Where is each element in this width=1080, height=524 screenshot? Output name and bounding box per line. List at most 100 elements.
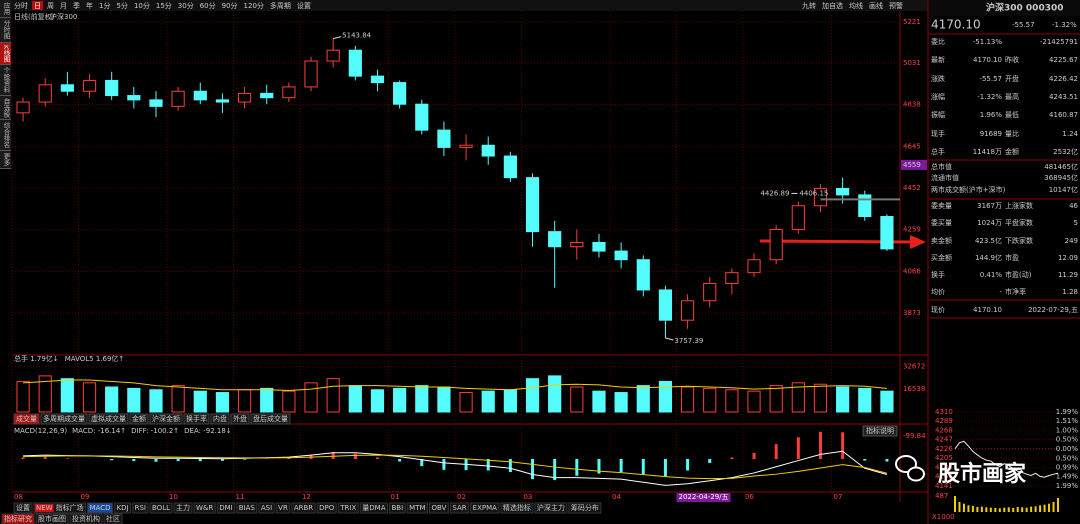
help-button bbox=[862, 425, 898, 437]
period-tab[interactable]: 多周期 bbox=[270, 1, 291, 10]
candle-body bbox=[437, 129, 451, 148]
quote-label: 市净率 bbox=[1005, 287, 1026, 296]
period-tab[interactable]: 分时 bbox=[14, 1, 28, 10]
y-tick-label: 4066 bbox=[903, 267, 921, 275]
indicator-tab[interactable]: MTM bbox=[409, 504, 425, 512]
indicator-tab[interactable]: ARBR bbox=[294, 504, 313, 512]
indicator-tab[interactable]: 设置 bbox=[16, 503, 30, 512]
period-tab[interactable]: 周 bbox=[47, 2, 54, 10]
quote-value: 3167万 bbox=[977, 202, 1002, 210]
volume-tab[interactable]: 金额 bbox=[132, 414, 146, 423]
side-tab[interactable]: K线图 bbox=[0, 42, 11, 65]
volume-tab[interactable]: 多周期成交量 bbox=[43, 414, 85, 423]
watermark: 股市画家 bbox=[938, 461, 1027, 487]
quote-value: 1024万 bbox=[977, 219, 1002, 227]
volume-bar bbox=[282, 390, 296, 413]
indicator-tab[interactable]: KDJ bbox=[117, 504, 129, 512]
indicator-tab[interactable]: TRIX bbox=[339, 504, 356, 512]
indicator-tab[interactable]: DMI bbox=[219, 504, 233, 512]
volume-tab[interactable]: 沪深金额 bbox=[152, 414, 180, 423]
period-tab[interactable]: 季 bbox=[73, 1, 80, 10]
tool-button[interactable]: 九转 bbox=[802, 1, 816, 10]
indicator-tab[interactable]: 指标广场 bbox=[56, 503, 84, 512]
side-tab[interactable]: 分时图 bbox=[0, 18, 11, 43]
period-tab[interactable]: 90分 bbox=[222, 1, 238, 10]
candle-body bbox=[570, 241, 584, 248]
volume-tab[interactable]: 外盘 bbox=[233, 414, 247, 423]
volume-tab[interactable]: 成交量 bbox=[16, 414, 37, 423]
tool-button[interactable]: 预警 bbox=[889, 1, 903, 10]
period-tab[interactable]: 60分 bbox=[200, 1, 216, 10]
y-tick-label: 32672 bbox=[903, 363, 925, 371]
indicator-tab[interactable]: 主力 bbox=[176, 503, 190, 512]
period-tab[interactable]: 15分 bbox=[156, 1, 172, 10]
indicator-tab[interactable]: 精选指标 bbox=[503, 503, 531, 512]
period-tab[interactable]: 30分 bbox=[178, 1, 194, 10]
side-tab[interactable]: 更多 bbox=[0, 151, 11, 170]
bottom-tab[interactable]: 社区 bbox=[106, 514, 120, 523]
period-tab[interactable]: 年 bbox=[86, 1, 93, 10]
indicator-tab[interactable]: BBI bbox=[391, 504, 403, 512]
volume-unit: X1000 bbox=[932, 513, 955, 521]
indicator-tab[interactable]: MACD bbox=[90, 504, 111, 512]
volume-tab[interactable]: 虚拟成交量 bbox=[91, 414, 126, 423]
candle-body bbox=[304, 60, 318, 88]
bottom-tab[interactable]: 指标研究 bbox=[4, 514, 32, 523]
period-tab[interactable]: 设置 bbox=[297, 1, 311, 10]
quote-label: 换手 bbox=[931, 270, 945, 279]
volume-tab[interactable]: 内盘 bbox=[213, 414, 227, 423]
indicator-tab[interactable]: 沪深主力 bbox=[537, 503, 565, 512]
period-tab[interactable]: 月 bbox=[60, 2, 67, 10]
indicator-tab[interactable]: RSI bbox=[135, 504, 146, 512]
side-tab[interactable]: 自选股 bbox=[0, 95, 11, 121]
indicator-tab[interactable]: EXPMA bbox=[473, 504, 497, 512]
candle-body bbox=[636, 259, 650, 291]
volume-tab[interactable]: 换手率 bbox=[186, 414, 207, 423]
bottom-tab[interactable]: 股市画图 bbox=[38, 514, 66, 523]
quote-value: - bbox=[999, 288, 1002, 296]
y-tick-label: 4205 bbox=[935, 454, 953, 462]
period-tab[interactable]: 日 bbox=[34, 2, 41, 10]
high-label: 5143.84 bbox=[342, 32, 371, 40]
volume-bar bbox=[193, 390, 207, 413]
indicator-tab[interactable]: BIAS bbox=[239, 504, 256, 512]
quote-label: 现手 bbox=[931, 129, 945, 138]
chart-name: 沪深300 bbox=[50, 12, 77, 21]
indicator-tab-bg bbox=[33, 502, 87, 514]
period-tab[interactable]: 120分 bbox=[244, 1, 264, 10]
volume-tick-label: 487 bbox=[935, 492, 948, 500]
side-tab[interactable]: 个股资料 bbox=[0, 64, 11, 96]
period-tab[interactable]: 1分 bbox=[99, 1, 110, 10]
period-tab[interactable]: 10分 bbox=[134, 1, 150, 10]
indicator-tab[interactable]: BOLL bbox=[152, 504, 170, 512]
indicator-tab[interactable]: 筹码分布 bbox=[571, 503, 599, 512]
quote-label: 委买量 bbox=[931, 218, 952, 227]
x-tick-label: 07 bbox=[834, 493, 843, 501]
side-tab[interactable]: 应用 bbox=[0, 0, 11, 18]
indicator-tab[interactable]: 量DMA bbox=[362, 504, 385, 512]
quote-value: 4243.51 bbox=[1049, 93, 1078, 101]
quote-label: 上涨家数 bbox=[1005, 201, 1033, 210]
indicator-tab[interactable]: SAR bbox=[452, 504, 466, 512]
period-tab[interactable]: 5分 bbox=[116, 1, 127, 10]
indicator-tab[interactable]: VR bbox=[278, 504, 288, 512]
tool-button[interactable]: 画线 bbox=[869, 1, 883, 10]
quote-price: 4170.10 bbox=[931, 18, 981, 32]
indicator-help[interactable]: 指标说明 bbox=[866, 426, 894, 435]
indicator-tab[interactable]: ASI bbox=[261, 504, 272, 512]
x-tick-label: 08 bbox=[14, 493, 23, 501]
new-badge: NEW bbox=[36, 504, 53, 512]
tool-button[interactable]: 加自选 bbox=[822, 1, 843, 10]
diff-line bbox=[23, 450, 888, 486]
volume-tab[interactable]: 盘后成交量 bbox=[253, 414, 288, 423]
tool-button[interactable]: 均线 bbox=[849, 1, 863, 10]
side-tab[interactable]: 综合排名 bbox=[0, 120, 11, 152]
volume-bar bbox=[880, 390, 894, 413]
volume-bar bbox=[237, 389, 252, 413]
indicator-tab[interactable]: W&R bbox=[196, 504, 213, 512]
bottom-tab[interactable]: 投资机构 bbox=[72, 514, 100, 523]
indicator-tab[interactable]: OBV bbox=[432, 504, 447, 512]
indicator-tab[interactable]: DPO bbox=[319, 504, 335, 512]
volume-bar bbox=[503, 389, 517, 413]
y2-tick-label: 1.51% bbox=[1056, 417, 1079, 425]
